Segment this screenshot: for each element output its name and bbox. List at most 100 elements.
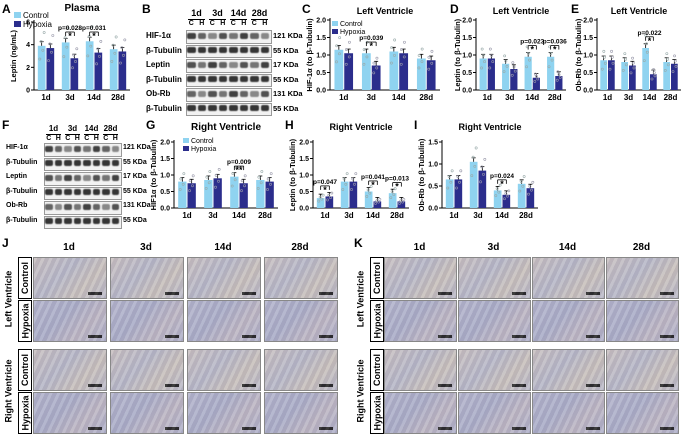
- blot-band: [64, 160, 72, 167]
- data-point: [257, 175, 261, 179]
- blot-band: [229, 105, 238, 112]
- data-point: [603, 55, 606, 59]
- data-point: [458, 180, 461, 184]
- blot-band: [229, 47, 238, 54]
- scale-bar: [88, 335, 102, 338]
- blot-band: [260, 47, 269, 54]
- legend-swatch-hypoxia: [332, 29, 338, 34]
- data-point: [393, 187, 397, 191]
- ihc-image-tile: [458, 349, 531, 391]
- blot-row-label: HIF-1α: [6, 144, 28, 151]
- blot-band: [102, 145, 110, 152]
- scale-bar: [512, 292, 526, 295]
- blot-group-label: C: [46, 135, 52, 142]
- blot-band: [260, 105, 269, 112]
- data-point: [491, 60, 495, 64]
- sig-stars: *: [68, 31, 72, 41]
- bar-control: [204, 179, 213, 208]
- ihc-day-label: 14d: [558, 242, 577, 253]
- panel-letter-g: G: [146, 118, 156, 132]
- data-point: [341, 188, 345, 191]
- data-point: [231, 172, 235, 175]
- blot-day-label: 3d: [212, 8, 223, 18]
- scale-bar: [660, 335, 674, 338]
- scale-bar: [438, 384, 452, 387]
- data-point: [503, 54, 507, 58]
- data-point: [345, 172, 349, 176]
- ihc-image-tile: [458, 392, 531, 434]
- blot-band: [218, 32, 227, 39]
- data-point: [47, 59, 50, 63]
- data-point: [365, 195, 369, 198]
- bar-hypoxia: [213, 178, 222, 208]
- data-point: [530, 188, 533, 192]
- scale-bar: [165, 427, 179, 430]
- data-point: [483, 60, 486, 64]
- blot-kda-label: 17 KDa: [273, 60, 299, 69]
- data-point: [65, 45, 69, 49]
- data-point: [375, 199, 379, 203]
- bar-control: [547, 56, 555, 90]
- data-point: [390, 61, 393, 65]
- data-point: [392, 193, 396, 197]
- ihc-image-tile: [606, 392, 679, 434]
- blot-band: [218, 61, 227, 68]
- data-point: [243, 174, 247, 178]
- bar-hypoxia: [371, 65, 381, 90]
- data-point: [526, 52, 530, 55]
- blot-band: [218, 76, 227, 83]
- panel-letter-a: A: [2, 2, 11, 16]
- data-point: [110, 60, 114, 63]
- x-tick-label: 14d: [392, 93, 406, 102]
- data-point: [335, 44, 339, 48]
- x-tick-label: 3d: [505, 93, 514, 102]
- blot-band: [197, 105, 206, 112]
- chart-lv-obrb: Left Ventricle Ob-Rb (to β-Tubulin) 0.0 0.5…: [574, 6, 681, 102]
- data-point: [230, 184, 234, 188]
- blot-band: [64, 174, 72, 181]
- data-point: [335, 60, 338, 64]
- data-point: [650, 77, 654, 81]
- blot-band: [208, 105, 217, 112]
- data-point: [188, 189, 191, 193]
- chart-rv-leptin: Right Ventricle Leptin (to β-Tubulin) 0.0 0…: [288, 122, 409, 220]
- blot-band: [45, 174, 53, 181]
- blot-day-underline: [84, 134, 99, 135]
- x-tick-label: 14d: [87, 93, 101, 102]
- blot-band: [208, 47, 217, 54]
- blot-band: [64, 145, 72, 152]
- ihc-section-label: Left Ventricle: [355, 270, 365, 327]
- blot-band: [208, 90, 217, 97]
- blot-band: [92, 174, 100, 181]
- scale-bar: [88, 292, 102, 295]
- data-point: [353, 182, 356, 186]
- blot-band: [208, 32, 217, 39]
- x-tick-label: 3d: [624, 93, 633, 102]
- ihc-panel-j: 1d 3d 14d 28d Control Hypoxia Control Hypoxia Le…: [0, 238, 345, 437]
- panel-letter-k: K: [354, 236, 363, 250]
- bar-control: [493, 190, 502, 208]
- data-point: [402, 198, 406, 201]
- sig-stars: *: [371, 180, 375, 190]
- data-point: [338, 52, 341, 56]
- data-point: [533, 72, 537, 76]
- legend-hypoxia-label: Hypoxia: [191, 146, 217, 153]
- y-tick-label: 0.5: [428, 184, 438, 191]
- x-tick-label: 3d: [473, 211, 482, 220]
- blot-band: [187, 105, 196, 112]
- blot-group-label: H: [112, 135, 118, 142]
- scale-bar: [319, 427, 333, 430]
- data-point: [374, 201, 377, 205]
- p-value-label: p=0.039: [359, 35, 383, 42]
- bar-control: [517, 183, 526, 208]
- y-tick-label: 2.0: [299, 140, 309, 147]
- scale-bar: [438, 427, 452, 430]
- p-value-label: p=0.013: [385, 176, 409, 183]
- ihc-image-tile: [110, 349, 184, 391]
- sig-stars: *: [369, 41, 373, 51]
- scale-bar: [512, 427, 526, 430]
- bar-hypoxia: [397, 201, 406, 208]
- blot-day-label: 14d: [230, 8, 247, 18]
- ihc-image-tile: [384, 392, 457, 434]
- data-point: [350, 188, 353, 191]
